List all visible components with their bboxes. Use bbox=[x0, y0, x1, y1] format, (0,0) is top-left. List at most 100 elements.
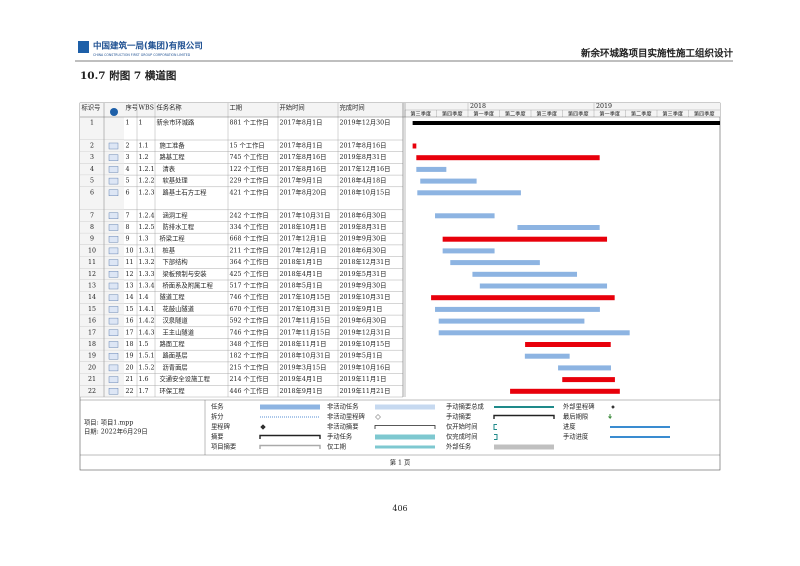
legend-sample bbox=[493, 414, 555, 419]
task-wbs: 1.3.4 bbox=[139, 283, 155, 290]
quarter-label: 第一季度 bbox=[599, 110, 620, 118]
task-name: 王主山隧道 bbox=[163, 327, 195, 336]
task-start: 2017年8月16日 bbox=[280, 164, 327, 173]
legend-label: 仅开始时间 bbox=[446, 422, 477, 431]
task-finish: 2019年11月21日 bbox=[340, 386, 391, 395]
task-id: 20 bbox=[88, 364, 96, 371]
task-id: 11 bbox=[88, 259, 96, 266]
task-bar bbox=[524, 353, 570, 359]
task-finish: 2019年12月30日 bbox=[340, 118, 391, 127]
legend-label: 非活动里程碑 bbox=[327, 412, 365, 421]
task-bar bbox=[450, 260, 540, 266]
task-finish: 2018年6月30日 bbox=[340, 245, 387, 254]
task-name: 桥梁工程 bbox=[160, 234, 186, 243]
task-icon bbox=[108, 341, 119, 348]
task-duration: 348 个工作日 bbox=[230, 339, 269, 348]
task-duration: 668 个工作日 bbox=[230, 234, 269, 243]
task-duration: 214 个工作日 bbox=[230, 374, 269, 383]
task-id: 12 bbox=[88, 271, 96, 278]
task-seq: 12 bbox=[126, 271, 134, 278]
id-cell bbox=[80, 373, 124, 386]
task-seq: 20 bbox=[126, 364, 134, 371]
task-bar bbox=[417, 190, 521, 196]
task-wbs: 1.2 bbox=[139, 154, 149, 161]
quarter-label: 第三季度 bbox=[536, 110, 557, 118]
task-icon bbox=[108, 142, 119, 150]
quarter-label: 第二季度 bbox=[631, 110, 652, 118]
task-start: 2017年12月1日 bbox=[280, 234, 327, 243]
task-wbs: 1.5 bbox=[139, 341, 149, 348]
task-finish: 2019年8月31日 bbox=[340, 152, 387, 161]
task-duration: 421 个工作日 bbox=[230, 187, 269, 196]
task-seq: 2 bbox=[126, 143, 130, 150]
task-id: 13 bbox=[88, 283, 96, 290]
task-wbs: 1.7 bbox=[139, 388, 149, 395]
task-start: 2018年1月1日 bbox=[280, 257, 323, 266]
task-start: 2017年8月16日 bbox=[280, 152, 327, 161]
task-seq: 8 bbox=[126, 224, 130, 231]
task-wbs: 1.6 bbox=[139, 376, 149, 383]
legend-sample bbox=[259, 434, 321, 439]
task-id: 15 bbox=[88, 306, 96, 313]
task-duration: 334 个工作日 bbox=[230, 222, 269, 231]
task-finish: 2018年6月30日 bbox=[340, 210, 387, 219]
id-cell bbox=[80, 163, 124, 176]
task-name: 软基处理 bbox=[163, 176, 189, 185]
task-bar bbox=[479, 283, 608, 289]
quarter-label: 第二季度 bbox=[505, 110, 526, 118]
task-name: 下部结构 bbox=[163, 257, 188, 266]
legend-label: 拆分 bbox=[211, 412, 224, 421]
id-cell bbox=[80, 361, 124, 374]
legend-sample bbox=[610, 426, 670, 428]
year-label: 2019 bbox=[596, 103, 612, 110]
task-id: 9 bbox=[90, 236, 94, 243]
project-title: 新余环城路项目实施性施工组织设计 bbox=[581, 48, 734, 60]
task-wbs: 1.4.1 bbox=[139, 306, 155, 313]
logo bbox=[78, 41, 89, 53]
task-seq: 10 bbox=[126, 247, 134, 254]
task-seq: 7 bbox=[126, 212, 130, 219]
task-name: 施工准备 bbox=[160, 141, 186, 150]
footer: 第 1 页 bbox=[390, 458, 411, 467]
task-wbs: 1.4.2 bbox=[139, 318, 155, 325]
task-id: 21 bbox=[88, 376, 96, 383]
task-seq: 16 bbox=[126, 318, 134, 325]
task-bar bbox=[517, 225, 600, 230]
legend-label: 手动摘要 bbox=[446, 412, 471, 421]
task-wbs: 1.2.5 bbox=[139, 224, 155, 231]
task-name: 桥面系及附属工程 bbox=[163, 281, 214, 290]
task-wbs: 1.3.3 bbox=[139, 271, 155, 278]
task-duration: 517 个工作日 bbox=[230, 281, 269, 290]
task-name: 沥青面层 bbox=[163, 362, 188, 371]
quarter-label: 第四季度 bbox=[568, 110, 589, 118]
task-icon bbox=[108, 282, 119, 290]
task-wbs: 1.3 bbox=[139, 236, 149, 243]
legend-label: 非活动任务 bbox=[327, 402, 359, 411]
task-bar bbox=[442, 248, 495, 254]
task-id: 18 bbox=[88, 341, 96, 348]
task-finish: 2019年6月30日 bbox=[340, 316, 387, 325]
task-name: 涵洞工程 bbox=[163, 210, 189, 219]
task-icon bbox=[108, 166, 119, 173]
task-duration: 122 个工作日 bbox=[230, 164, 269, 173]
task-duration: 881 个工作日 bbox=[230, 118, 269, 127]
page-number: 406 bbox=[392, 504, 407, 513]
legend-label: 摘要 bbox=[211, 432, 224, 441]
id-cell bbox=[80, 209, 124, 222]
task-name: 汉泉隧道 bbox=[163, 316, 189, 325]
task-name: 桩基 bbox=[163, 245, 176, 254]
task-start: 2017年11月15日 bbox=[280, 316, 331, 325]
task-name: 梁板预制与安装 bbox=[163, 269, 208, 278]
task-duration: 592 个工作日 bbox=[230, 316, 269, 325]
id-cell bbox=[80, 244, 124, 257]
legend-label: 外部任务 bbox=[446, 442, 472, 451]
legend-sample bbox=[608, 414, 612, 420]
id-cell bbox=[80, 117, 124, 140]
task-id: 7 bbox=[90, 212, 94, 219]
legend-date: 日期: 2022年6月29日 bbox=[84, 427, 148, 436]
task-finish: 2019年10月16日 bbox=[340, 362, 391, 371]
legend-sample bbox=[260, 424, 266, 430]
task-duration: 746 个工作日 bbox=[230, 292, 269, 301]
legend-label: 里程碑 bbox=[211, 422, 231, 431]
